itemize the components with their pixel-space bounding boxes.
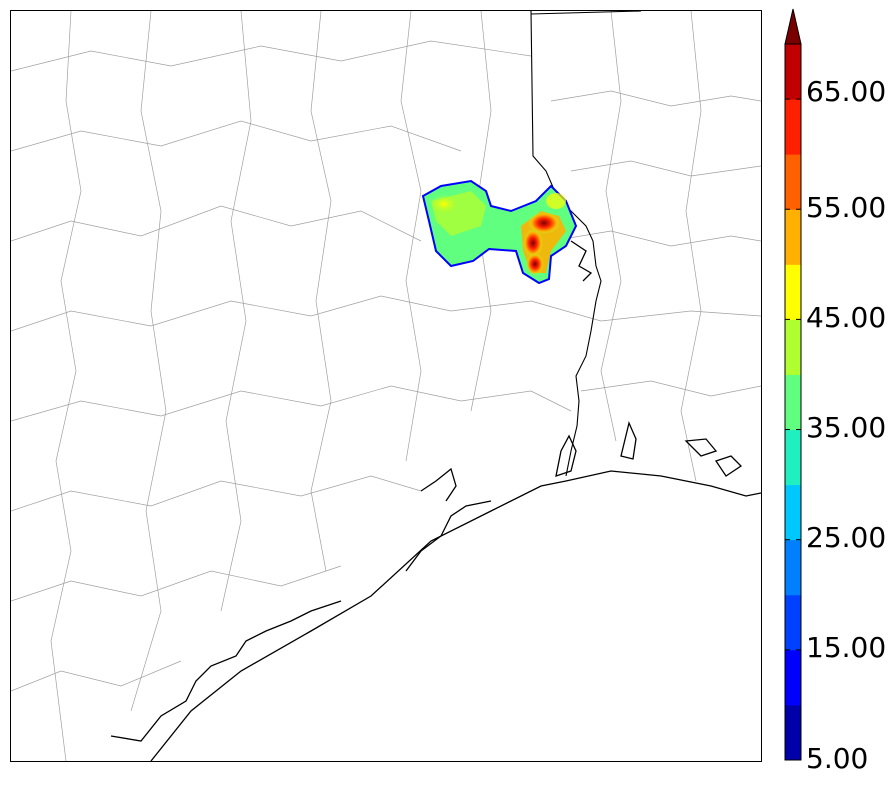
colorbar-tick-label: 15.00 [806,631,887,664]
colorbar-tick-label: 35.00 [806,411,887,444]
colorbar-tick-label: 55.00 [806,191,887,224]
colorbar-bin [785,209,801,265]
colorbar-tick-label: 5.00 [806,742,869,775]
colorbar-bin [785,319,801,375]
colorbar-tick-label: 45.00 [806,301,887,334]
colorbar-bin [785,264,801,320]
colorbar-bin [785,429,801,486]
colorbar-bin [785,539,801,596]
colorbar-bin [785,99,801,155]
colorbar-tick-label: 25.00 [806,521,887,554]
colorbar-extend-arrow [784,8,802,45]
precip-field [421,179,578,285]
colorbar-bin [785,484,801,541]
coastline [110,240,761,761]
colorbar-bin [785,154,801,210]
colorbar-bin [785,649,801,706]
colorbar [784,8,802,761]
colorbar-bin [785,594,801,651]
map-canvas [11,11,761,761]
colorbar-bin [785,44,801,100]
colorbar-bin [785,704,801,761]
map-panel [10,10,762,762]
colorbar-tick-label: 65.00 [806,75,887,108]
colorbar-frame [784,43,802,761]
colorbar-bin [785,374,801,431]
county-boundaries [11,11,761,761]
